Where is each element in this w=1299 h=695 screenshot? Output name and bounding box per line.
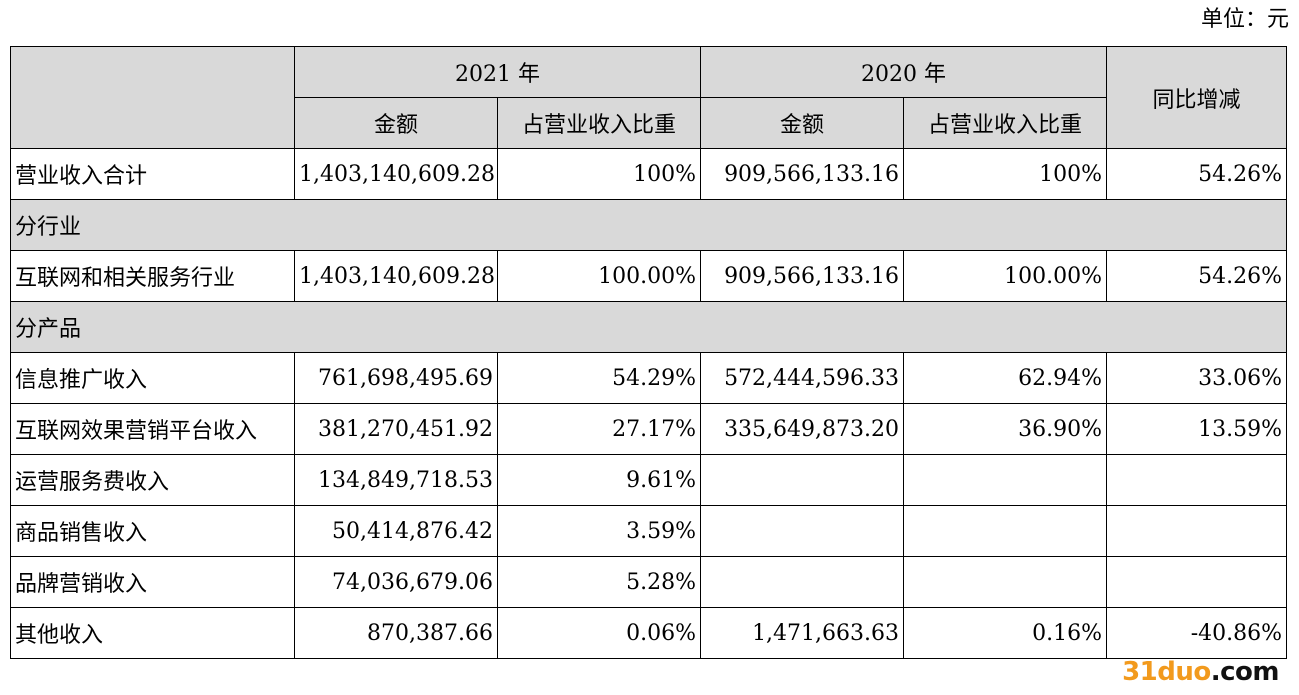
share-2020-cell (903, 505, 1108, 557)
amount-2021-cell: 870,387.66 (294, 607, 498, 659)
share-2020-cell (903, 454, 1108, 506)
table-row: 其他收入 870,387.66 0.06% 1,471,663.63 0.16%… (10, 607, 1288, 659)
header-share-2020: 占营业收入比重 (903, 97, 1108, 149)
header-row-columns: 金额 占营业收入比重 金额 占营业收入比重 (11, 97, 1287, 149)
table-row: 互联网和相关服务行业 1,403,140,609.28 100.00% 909,… (10, 250, 1288, 302)
share-2020-cell: 36.90% (903, 403, 1108, 455)
amount-2021-cell: 74,036,679.06 (294, 556, 498, 608)
revenue-table: 2021 年 2020 年 同比增减 金额 占营业收入比重 金额 占营业收入比重… (9, 46, 1288, 659)
yoy-cell (1106, 454, 1288, 506)
section-label-product: 分产品 (9, 301, 1288, 353)
header-row-years: 2021 年 2020 年 同比增减 (10, 46, 1288, 149)
table-row: 信息推广收入 761,698,495.69 54.29% 572,444,596… (10, 352, 1288, 404)
header-amount-2021: 金额 (294, 97, 498, 149)
row-label: 互联网效果营销平台收入 (10, 403, 295, 455)
amount-2020-cell: 909,566,133.16 (700, 250, 905, 302)
amount-2021-cell: 134,849,718.53 (294, 454, 498, 506)
share-2021-cell: 100.00% (496, 250, 702, 302)
amount-2020-cell (700, 454, 905, 506)
row-label: 互联网和相关服务行业 (10, 250, 295, 302)
amount-2021-cell: 761,698,495.69 (294, 352, 498, 404)
yoy-cell (1106, 556, 1288, 608)
table-row: 品牌营销收入 74,036,679.06 5.28% (10, 556, 1288, 608)
table-row: 互联网效果营销平台收入 381,270,451.92 27.17% 335,64… (10, 403, 1288, 455)
share-2021-cell: 100% (496, 148, 702, 200)
amount-2020-cell: 572,444,596.33 (700, 352, 905, 404)
section-row-product: 分产品 (9, 301, 1288, 353)
share-2021-cell: 5.28% (496, 556, 702, 608)
row-label: 其他收入 (10, 607, 295, 659)
share-2020-cell: 100% (903, 148, 1108, 200)
amount-2021-cell: 50,414,876.42 (294, 505, 498, 557)
amount-2021-cell: 1,403,140,609.28 (294, 148, 498, 200)
amount-2020-cell: 1,471,663.63 (700, 607, 905, 659)
row-label: 运营服务费收入 (10, 454, 295, 506)
row-label: 商品销售收入 (10, 505, 295, 557)
share-2021-cell: 3.59% (496, 505, 702, 557)
share-2021-cell: 54.29% (496, 352, 702, 404)
section-row-industry: 分行业 (9, 199, 1288, 251)
amount-2020-cell: 909,566,133.16 (700, 148, 905, 200)
header-amount-2020: 金额 (700, 97, 905, 149)
section-label-industry: 分行业 (9, 199, 1288, 251)
watermark-part-1: 31duo (1122, 657, 1211, 687)
yoy-cell: -40.86% (1106, 607, 1288, 659)
yoy-cell: 54.26% (1106, 148, 1288, 200)
total-row: 营业收入合计 1,403,140,609.28 100% 909,566,133… (10, 148, 1288, 200)
header-empty-cell (10, 46, 295, 149)
row-label: 品牌营销收入 (10, 556, 295, 608)
amount-2020-cell: 335,649,873.20 (700, 403, 905, 455)
header-year-2020: 2020 年 (700, 46, 1108, 98)
share-2021-cell: 0.06% (496, 607, 702, 659)
header-share-2021: 占营业收入比重 (496, 97, 702, 149)
yoy-cell (1106, 505, 1288, 557)
share-2020-cell: 100.00% (903, 250, 1108, 302)
header-year-2021: 2021 年 (293, 46, 702, 98)
yoy-cell: 33.06% (1106, 352, 1288, 404)
share-2020-cell: 0.16% (903, 607, 1108, 659)
yoy-cell: 54.26% (1106, 250, 1288, 302)
amount-2021-cell: 1,403,140,609.28 (294, 250, 498, 302)
row-label: 信息推广收入 (10, 352, 295, 404)
table-row: 运营服务费收入 134,849,718.53 9.61% (10, 454, 1288, 506)
header-yoy: 同比增减 (1106, 46, 1288, 149)
yoy-cell: 13.59% (1106, 403, 1288, 455)
share-2021-cell: 9.61% (496, 454, 702, 506)
share-2020-cell: 62.94% (903, 352, 1108, 404)
watermark-logo: 31duo.com (1122, 657, 1279, 687)
share-2021-cell: 27.17% (496, 403, 702, 455)
share-2020-cell (903, 556, 1108, 608)
watermark-part-2: .com (1210, 657, 1280, 687)
row-label: 营业收入合计 (10, 148, 295, 200)
amount-2020-cell (700, 505, 905, 557)
unit-label: 单位：元 (1200, 7, 1289, 32)
amount-2021-cell: 381,270,451.92 (294, 403, 498, 455)
table-row: 商品销售收入 50,414,876.42 3.59% (10, 505, 1288, 557)
amount-2020-cell (700, 556, 905, 608)
